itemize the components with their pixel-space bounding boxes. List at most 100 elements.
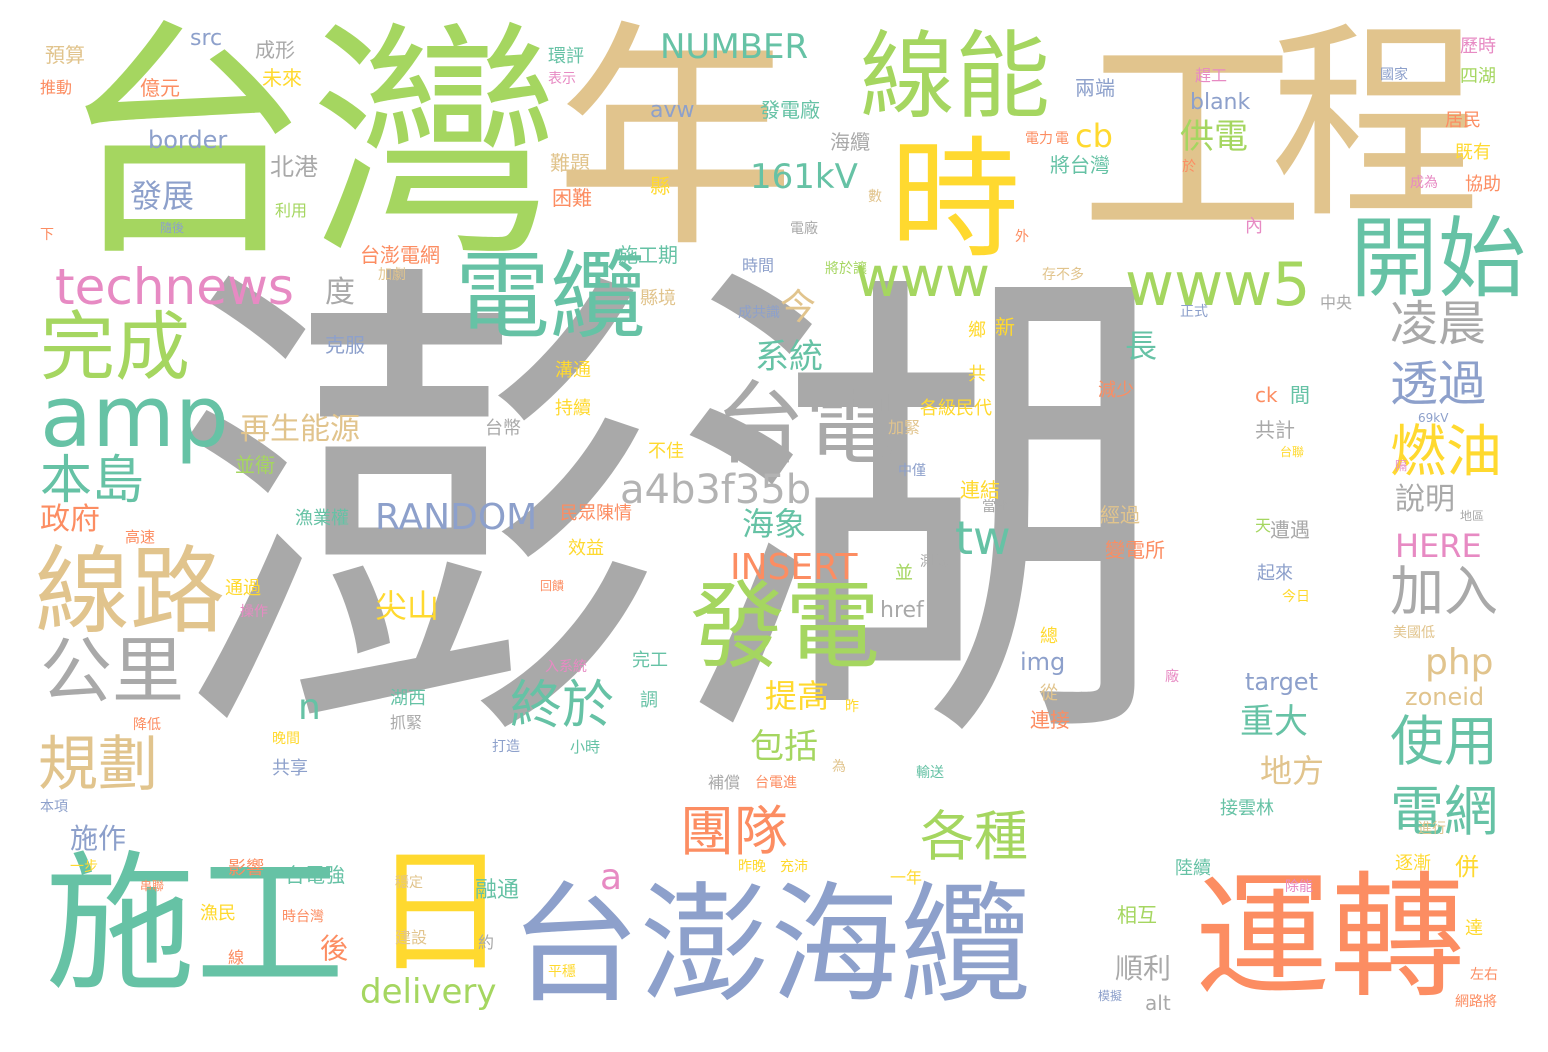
word: 線路 bbox=[35, 537, 226, 647]
word: 燃油 bbox=[1390, 420, 1502, 485]
word: 中央 bbox=[1320, 293, 1353, 312]
word: avw bbox=[650, 98, 695, 123]
word: 提高 bbox=[765, 677, 830, 715]
word: 加劇 bbox=[378, 267, 406, 283]
word: 效益 bbox=[568, 538, 604, 559]
word: 趕工 bbox=[1195, 66, 1228, 85]
word: 共享 bbox=[272, 758, 308, 779]
word: 供電 bbox=[1180, 117, 1248, 157]
word: 外 bbox=[1015, 229, 1029, 245]
word: 建設 bbox=[395, 928, 428, 947]
word: 減少 bbox=[1098, 380, 1134, 401]
word: 正式 bbox=[1180, 304, 1208, 320]
word: 電 bbox=[1055, 131, 1069, 147]
word: 並衛 bbox=[235, 453, 275, 477]
word: 國家 bbox=[1380, 67, 1408, 83]
word: 約 bbox=[478, 933, 495, 952]
word: 接雲林 bbox=[1220, 798, 1274, 819]
word: 年 bbox=[555, 0, 796, 280]
word: 工 bbox=[1080, 11, 1305, 273]
word: NUMBER bbox=[660, 27, 809, 67]
word: 69kV bbox=[1418, 411, 1449, 425]
word: 發電廠 bbox=[760, 98, 820, 122]
word: 影響 bbox=[228, 858, 264, 879]
word: 成形 bbox=[255, 38, 295, 62]
word: 克服 bbox=[325, 333, 365, 357]
word: 今日 bbox=[1282, 589, 1310, 605]
word: 不佳 bbox=[648, 441, 684, 462]
word: 溝通 bbox=[555, 360, 591, 381]
word: 日 bbox=[349, 840, 506, 975]
word: 規劃 bbox=[38, 730, 158, 800]
word: 操作 bbox=[240, 604, 268, 620]
word: 電纜 bbox=[455, 242, 646, 352]
word: 漁民 bbox=[200, 903, 236, 924]
word: 尖山 bbox=[375, 587, 440, 625]
word: 陸續 bbox=[1175, 858, 1211, 879]
word: 新 bbox=[995, 315, 1015, 339]
word: 後 bbox=[320, 932, 349, 965]
word: blank bbox=[1190, 90, 1251, 115]
word: 161kV bbox=[750, 157, 858, 197]
word: 本島 bbox=[40, 451, 145, 511]
word: 一年 bbox=[890, 868, 923, 887]
word: 民眾陳情 bbox=[560, 503, 632, 524]
word: 測試 bbox=[920, 554, 948, 570]
word: tw bbox=[955, 511, 1011, 565]
word: 加入 bbox=[1390, 560, 1498, 623]
word: 線能 bbox=[860, 22, 1051, 132]
word: 公里 bbox=[40, 629, 185, 713]
word: 時間 bbox=[742, 256, 775, 275]
word: 湖西 bbox=[390, 688, 426, 709]
word: www bbox=[855, 245, 990, 309]
word: 總 bbox=[1040, 626, 1058, 647]
word: 再生能源 bbox=[240, 412, 360, 447]
word: 加緊 bbox=[888, 418, 921, 437]
word: 台電進 bbox=[755, 775, 797, 791]
word: src bbox=[190, 26, 223, 51]
word: 團隊 bbox=[680, 800, 788, 863]
word: 漁業權 bbox=[295, 508, 349, 529]
word: 表示 bbox=[548, 71, 576, 87]
word: 一步 bbox=[70, 859, 98, 875]
word: 時 bbox=[890, 124, 1021, 276]
word: 度 bbox=[325, 275, 355, 310]
word: 重大 bbox=[1240, 702, 1308, 742]
word: www5 bbox=[1125, 250, 1311, 320]
word: 各級民代 bbox=[920, 398, 992, 419]
word: 高速 bbox=[125, 528, 156, 546]
word: 北港 bbox=[270, 153, 318, 181]
word: 網路將 bbox=[1455, 994, 1497, 1010]
word: target bbox=[1245, 668, 1318, 696]
word: 億元 bbox=[140, 76, 180, 100]
word: 困難 bbox=[552, 186, 592, 210]
word: 內 bbox=[1245, 216, 1263, 237]
word: 併 bbox=[1455, 853, 1479, 881]
word: 海纜 bbox=[830, 130, 870, 154]
word: 達 bbox=[1465, 918, 1483, 939]
word: 晚間 bbox=[272, 731, 300, 747]
word: 兩端 bbox=[1075, 76, 1115, 100]
word: 開始 bbox=[1350, 207, 1527, 310]
word: 廠 bbox=[1165, 669, 1179, 685]
word: 補償 bbox=[708, 773, 741, 792]
word: 通過 bbox=[225, 578, 261, 599]
word: zoneid bbox=[1405, 683, 1485, 711]
word: 昨 bbox=[845, 699, 859, 715]
word: 串聯 bbox=[140, 879, 165, 893]
word: 居民 bbox=[1445, 110, 1481, 131]
word: 逐漸 bbox=[1395, 853, 1431, 874]
word: 協助 bbox=[1465, 174, 1501, 195]
word: img bbox=[1020, 648, 1066, 676]
word: 發電 bbox=[690, 572, 881, 682]
word: 台聯 bbox=[1280, 445, 1305, 459]
word: 共計 bbox=[1255, 418, 1295, 442]
word: 昨晚 bbox=[738, 859, 766, 875]
word: 台幣 bbox=[485, 418, 521, 439]
word: 穩定 bbox=[395, 875, 423, 891]
word: RANDOM bbox=[375, 497, 538, 538]
word: 下 bbox=[40, 227, 54, 243]
word: 系統 bbox=[755, 337, 823, 377]
word: 未來 bbox=[262, 66, 302, 90]
